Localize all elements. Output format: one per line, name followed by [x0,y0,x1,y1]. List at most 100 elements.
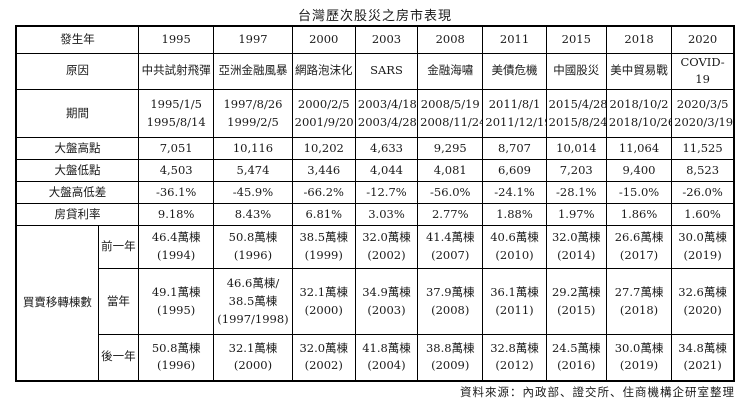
table-cell: 46.6萬棟/ 38.5萬棟 (1997/1998) [213,268,293,336]
table-cell: 3,446 [291,159,356,183]
table-cell: 2018/10/2 2018/10/26 [605,89,673,139]
table-cell: 4,044 [354,159,419,183]
table-cell: 2011 [482,25,547,54]
table-cell: 3.03% [354,203,419,227]
table-cell: 2000 [291,25,356,54]
table-cell: 4,081 [417,159,484,183]
row-index-low: 大盤低點 4,503 5,474 3,446 4,044 4,081 6,609… [15,159,735,183]
table-cell: 2020/3/5 2020/3/19 [671,89,735,139]
row-index-drop: 大盤高低差 -36.1% -45.9% -66.2% -12.7% -56.0%… [15,181,735,205]
table-cell: 36.1萬棟 (2011) [482,268,547,336]
table-cell: -15.0% [605,181,673,205]
table-cell: 38.5萬棟 (1999) [291,225,356,270]
row-index-high: 大盤高點 7,051 10,116 10,202 4,633 9,295 8,7… [15,137,735,161]
table-cell: 2008 [417,25,484,54]
table-cell: 32.0萬棟 (2014) [545,225,607,270]
row-transfers-same-year: 當年 49.1萬棟 (1995) 46.6萬棟/ 38.5萬棟 (1997/19… [16,268,735,336]
table-cell: 49.1萬棟 (1995) [137,268,215,336]
row-label-transfers-group: 買賣移轉棟數 [15,225,99,382]
table-cell: 8.43% [213,203,293,227]
table-cell: 2003/4/18 2003/4/28 [354,89,419,139]
table-cell: 9,400 [605,159,673,183]
table-cell: 10,202 [291,137,356,161]
table-cell: 2003 [354,25,419,54]
table-cell: 2020 [671,25,735,54]
table-cell: 1995 [137,25,215,54]
table-cell: 2000/2/5 2001/9/20 [291,89,356,139]
table-cell: 中國股災 [545,52,607,91]
stock-crash-housing-table: 發生年 1995 1997 2000 2003 2008 2011 2015 2… [15,25,735,382]
row-period: 期間 1995/1/5 1995/8/14 1997/8/26 1999/2/5… [15,89,735,139]
table-cell: -45.9% [213,181,293,205]
table-cell: 5,474 [213,159,293,183]
table-cell: 41.8萬棟 (2004) [354,334,419,382]
page-title: 台灣歷次股災之房市表現 [297,9,452,24]
row-label-same-year: 當年 [97,268,140,336]
table-cell: 1.88% [482,203,547,227]
table-cell: 34.8萬棟 (2021) [671,334,735,382]
table-cell: 10,014 [545,137,607,161]
table-cell: 4,633 [354,137,419,161]
row-label-cause: 原因 [15,52,139,91]
table-cell: 40.6萬棟 (2010) [482,225,547,270]
table-cell: 32.0萬棟 (2002) [291,334,356,382]
row-label-period: 期間 [15,89,139,139]
table-cell: 24.5萬棟 (2016) [545,334,607,382]
table-cell: 7,203 [545,159,607,183]
source-note: 資料來源：內政部、證交所、住商機構企研室整理 [460,385,735,399]
table-cell: 2018 [605,25,673,54]
row-transfers-prev-year: 買賣移轉棟數 前一年 46.4萬棟 (1994) 50.8萬棟 (1996) 3… [15,225,735,382]
table-cell: 2011/8/1 2011/12/19 [482,89,547,139]
table-cell: 11,064 [605,137,673,161]
table-cell: 32.1萬棟 (2000) [213,334,293,382]
table-cell: -12.7% [354,181,419,205]
table-cell: -56.0% [417,181,484,205]
table-cell: -66.2% [291,181,356,205]
table-cell: 2.77% [417,203,484,227]
table-cell: 中共試射飛彈 [137,52,215,91]
table-cell: 6,609 [482,159,547,183]
table-cell: 29.2萬棟 (2015) [545,268,607,336]
row-mortgage-rate: 房貸利率 9.18% 8.43% 6.81% 3.03% 2.77% 1.88%… [15,203,735,227]
row-label-next-year: 後一年 [97,334,140,382]
table-cell: COVID-19 [671,52,735,91]
table-cell: 30.0萬棟 (2019) [671,225,735,270]
table-cell: 37.9萬棟 (2008) [417,268,484,336]
row-label-prev-year: 前一年 [97,225,140,270]
table-cell: 2008/5/19 2008/11/24 [417,89,484,139]
table-cell: 金融海嘯 [417,52,484,91]
table-cell: 32.6萬棟 (2020) [671,268,735,336]
table-cell: 38.8萬棟 (2009) [417,334,484,382]
table-cell: 2015 [545,25,607,54]
table-cell: 9.18% [137,203,215,227]
table-cell: 網路泡沫化 [291,52,356,91]
table-cell: 32.0萬棟 (2002) [354,225,419,270]
table-cell: 10,116 [213,137,293,161]
row-cause: 原因 中共試射飛彈 亞洲金融風暴 網路泡沫化 SARS 金融海嘯 美債危機 中國… [15,52,735,91]
row-year: 發生年 1995 1997 2000 2003 2008 2011 2015 2… [15,25,735,54]
table-cell: SARS [354,52,419,91]
row-label-index-drop: 大盤高低差 [15,181,139,205]
table-cell: 4,503 [137,159,215,183]
table-cell: 1997/8/26 1999/2/5 [213,89,293,139]
table-cell: 美債危機 [482,52,547,91]
table-cell: 34.9萬棟 (2003) [354,268,419,336]
row-label-mortgage-rate: 房貸利率 [15,203,139,227]
table-cell: 亞洲金融風暴 [213,52,293,91]
table-cell: 50.8萬棟 (1996) [213,225,293,270]
table-cell: 46.4萬棟 (1994) [137,225,215,270]
table-cell: 50.8萬棟 (1996) [137,334,215,382]
table-cell: -24.1% [482,181,547,205]
table-cell: 2015/4/28 2015/8/24 [545,89,607,139]
row-label-year: 發生年 [15,25,139,54]
table-cell: 美中貿易戰 [605,52,673,91]
table-cell: 41.4萬棟 (2007) [417,225,484,270]
table-cell: 1997 [213,25,293,54]
table-cell: 1995/1/5 1995/8/14 [137,89,215,139]
row-label-index-high: 大盤高點 [15,137,139,161]
table-cell: 32.1萬棟 (2000) [291,268,356,336]
table-cell: -36.1% [137,181,215,205]
table-cell: 32.8萬棟 (2012) [482,334,547,382]
table-cell: 8,707 [482,137,547,161]
